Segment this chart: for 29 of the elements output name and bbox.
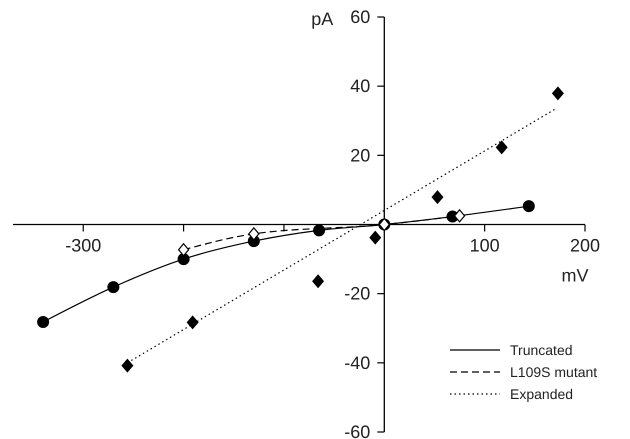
legend-label: L109S mutant bbox=[510, 364, 598, 380]
point bbox=[248, 227, 260, 240]
x-tick-label: -300 bbox=[65, 236, 102, 256]
y-tick-label: -60 bbox=[344, 422, 370, 439]
y-tick-label: 40 bbox=[350, 76, 370, 96]
point bbox=[369, 230, 382, 245]
y-tick-label: -20 bbox=[344, 284, 370, 304]
legend-label: Expanded bbox=[510, 386, 574, 402]
x-axis-title: mV bbox=[562, 266, 588, 286]
x-tick-label: 200 bbox=[570, 236, 600, 256]
point bbox=[496, 140, 508, 154]
point bbox=[313, 224, 326, 236]
point bbox=[178, 253, 190, 266]
point bbox=[186, 315, 199, 330]
y-tick-label: 20 bbox=[350, 145, 370, 166]
y-tick-label: -40 bbox=[344, 352, 370, 373]
legend-label: Truncated bbox=[510, 342, 573, 358]
point bbox=[178, 243, 190, 256]
point bbox=[312, 274, 324, 288]
point bbox=[552, 86, 564, 100]
y-axis-title: pA bbox=[311, 9, 334, 29]
point bbox=[522, 200, 535, 212]
point bbox=[121, 358, 134, 373]
point bbox=[454, 209, 466, 222]
y-tick-label: 60 bbox=[350, 7, 370, 27]
x-tick-label: 100 bbox=[470, 236, 500, 256]
point bbox=[431, 190, 444, 204]
point bbox=[107, 281, 120, 294]
point bbox=[37, 316, 50, 328]
